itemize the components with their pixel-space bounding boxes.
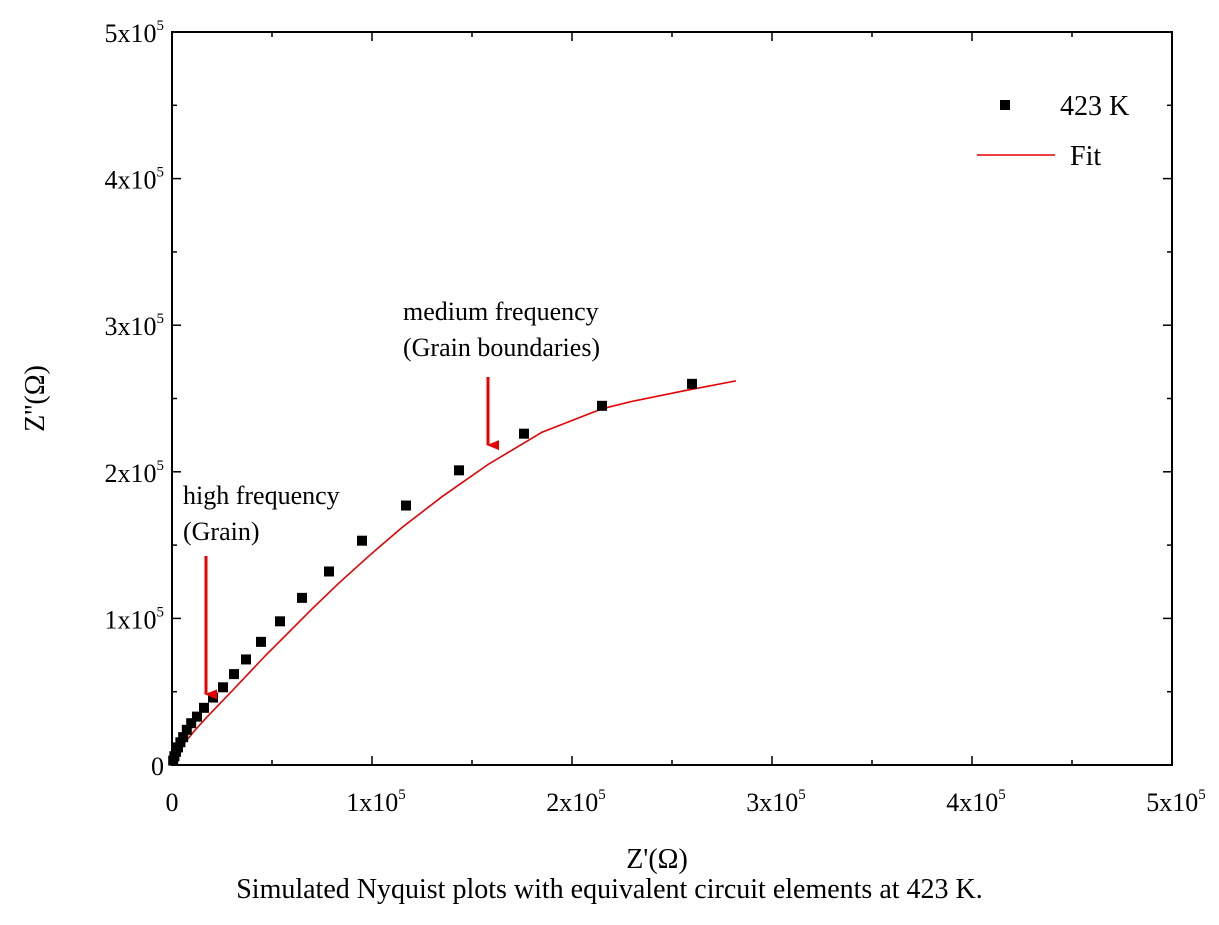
data-point-423k [175,737,186,748]
x-tick-label: 4x105 [946,787,1006,817]
legend-marker-423k [1000,100,1010,110]
data-point-423k [229,669,239,680]
annotation-label: high frequency [183,481,340,510]
x-axis-title: Z'(Ω) [626,844,688,875]
x-tick-label: 3x105 [746,787,806,817]
data-point-423k [324,566,334,577]
x-tick-label: 0 [166,788,179,817]
data-point-423k [241,654,251,665]
x-tick-label: 2x105 [546,787,606,817]
x-tick-label: 1x105 [346,787,406,817]
figure-caption: Simulated Nyquist plots with equivalent … [236,874,983,905]
y-axis-title: Z''(Ω) [20,365,51,432]
data-point-423k [178,732,189,743]
y-tick-label: 2x105 [105,458,165,488]
annotation-label: (Grain boundaries) [403,333,600,362]
data-point-423k [181,724,192,735]
y-tick-label: 4x105 [105,165,165,195]
data-point-423k [199,702,209,713]
data-point-423k [192,711,202,722]
y-tick-label: 1x105 [105,604,165,634]
data-point-423k [687,378,697,389]
y-tick-label: 5x105 [105,18,165,48]
data-point-423k [256,636,266,647]
data-point-423k [208,692,218,703]
annotation-label: medium frequency [403,297,599,326]
legend-label-423k: 423 K [1060,91,1129,122]
annotation-label: (Grain) [183,517,260,546]
data-point-423k [519,428,529,439]
data-point-423k [218,682,228,693]
y-tick-label: 0 [151,752,164,781]
plot-frame [171,31,1173,766]
x-tick-label: 5x105 [1146,787,1206,817]
data-point-423k [275,616,285,627]
data-point-423k [173,742,183,753]
data-point-423k [454,465,464,476]
fit-series-line [171,380,737,766]
data-point-423k [401,500,411,511]
y-tick-label: 3x105 [105,311,165,341]
data-point-423k [597,400,607,411]
data-point-423k [357,535,367,546]
data-point-423k [186,718,197,729]
data-point-423k [297,592,307,603]
legend-label-fit: Fit [1070,141,1101,172]
